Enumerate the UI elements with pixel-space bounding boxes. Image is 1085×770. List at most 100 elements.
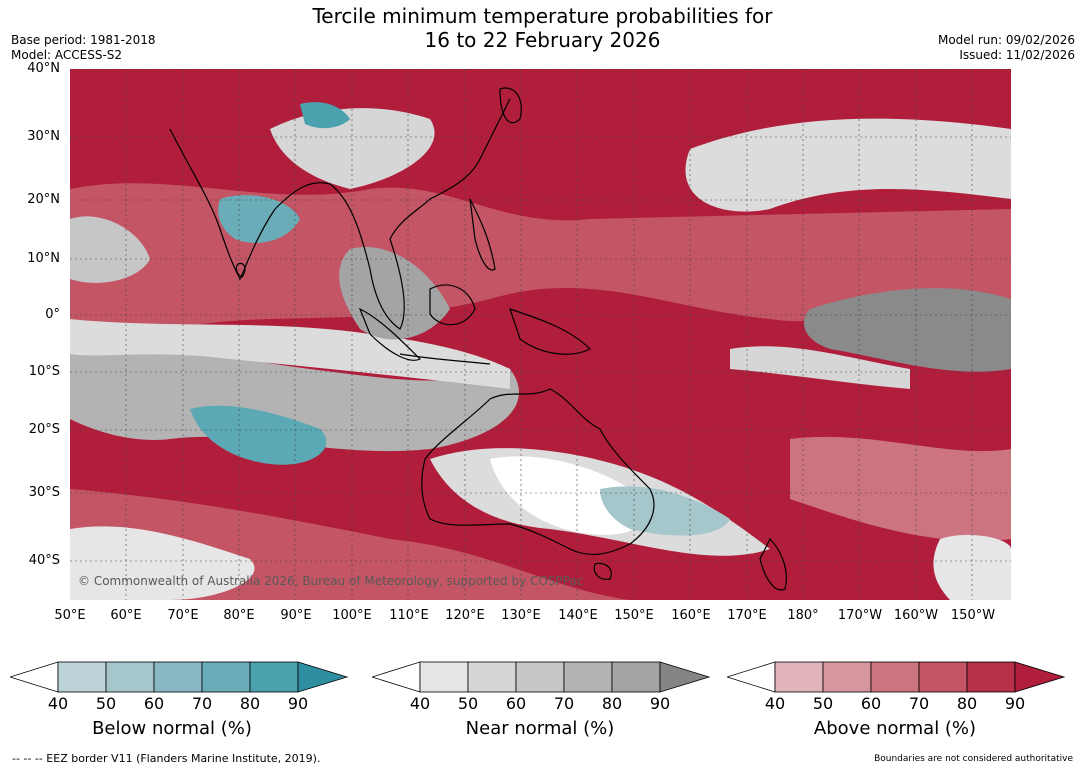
near-equatorial-pacific — [804, 288, 1011, 372]
coast-japan — [499, 87, 522, 124]
lat-label-40n: 40°N — [27, 61, 60, 76]
cb-below-seg-1 — [57, 661, 107, 693]
colorbar-title-above: Above normal (%) — [813, 718, 977, 739]
cb-near-seg-5 — [611, 661, 661, 693]
cb-near-tick-80: 80 — [601, 694, 623, 713]
cb-above-seg-4 — [918, 661, 968, 693]
cb-above-tick-70: 70 — [908, 694, 930, 713]
lon-label-120e: 120°E — [445, 608, 485, 623]
above-mid-east — [790, 436, 1011, 541]
cb-above-tick-50: 50 — [812, 694, 834, 713]
cb-near-tick-50: 50 — [457, 694, 479, 713]
lon-label-140e: 140°E — [558, 608, 598, 623]
cb-near-tick-60: 60 — [505, 694, 527, 713]
lon-label-160e: 160°E — [671, 608, 711, 623]
cb-below-tick-60: 60 — [143, 694, 165, 713]
lat-label-20n: 20°N — [27, 192, 60, 207]
colorbar-title-below: Below normal (%) — [92, 718, 252, 739]
lat-label-10n: 10°N — [27, 251, 60, 266]
above-mid-area — [70, 183, 1011, 329]
lon-label-170w: 170°W — [837, 608, 883, 623]
cb-above-seg-3 — [870, 661, 920, 693]
near-indian-band — [70, 346, 519, 452]
lat-label-40s: 40°S — [28, 553, 60, 568]
title-line-2: 16 to 22 February 2026 — [424, 28, 661, 52]
cb-below-tick-40: 40 — [47, 694, 69, 713]
base-period: Base period: 1981-2018 — [11, 33, 156, 47]
below-india-patch — [218, 195, 300, 243]
cb-near-left-arrow — [372, 661, 421, 693]
cb-near-tick-90: 90 — [649, 694, 671, 713]
near-southwest — [70, 526, 255, 600]
near-pacific-band — [730, 346, 910, 389]
graticule — [70, 69, 1011, 600]
near-north-pacific — [685, 118, 1011, 212]
cb-above-seg-1 — [774, 661, 824, 693]
cb-below-tick-80: 80 — [239, 694, 261, 713]
below-australia-patch — [600, 486, 730, 536]
cb-near-seg-2 — [467, 661, 517, 693]
cb-above-seg-2 — [822, 661, 872, 693]
lon-label-100e: 100°E — [332, 608, 372, 623]
meta-right: Model run: 09/02/2026 Issued: 11/02/2026 — [938, 33, 1075, 63]
lon-label-60e: 60°E — [110, 608, 142, 623]
cb-below-seg-4 — [201, 661, 251, 693]
cb-near-tick-70: 70 — [553, 694, 575, 713]
near-indian-light — [70, 319, 510, 389]
coast-sri-lanka — [235, 262, 246, 278]
cb-below-tick-50: 50 — [95, 694, 117, 713]
lon-label-160w: 160°W — [893, 608, 939, 623]
lon-label-180: 180° — [787, 608, 819, 623]
chart-title: Tercile minimum temperature probabilitie… — [0, 4, 1085, 52]
coast-australia — [421, 388, 655, 555]
cb-below-seg-3 — [153, 661, 203, 693]
copyright-notice: © Commonwealth of Australia 2026, Bureau… — [78, 574, 584, 588]
coast-java — [399, 353, 491, 365]
coast-borneo — [429, 284, 476, 326]
coast-new-guinea — [509, 308, 592, 355]
cb-near-seg-3 — [515, 661, 565, 693]
lon-label-50e: 50°E — [54, 608, 86, 623]
coast-southeast-asia — [329, 98, 511, 330]
colorbar-above-normal — [727, 661, 1066, 693]
cb-below-seg-2 — [105, 661, 155, 693]
probability-map[interactable] — [70, 69, 1011, 600]
cb-above-right-arrow — [1014, 661, 1066, 693]
coast-india — [169, 128, 331, 281]
cb-below-left-arrow — [10, 661, 59, 693]
meta-left: Base period: 1981-2018 Model: ACCESS-S2 — [11, 33, 156, 63]
cb-above-tick-40: 40 — [764, 694, 786, 713]
coast-sumatra — [358, 307, 422, 361]
cb-below-tick-70: 70 — [191, 694, 213, 713]
issued-date: Issued: 11/02/2026 — [959, 48, 1075, 62]
cb-near-right-arrow — [659, 661, 711, 693]
colorbar-title-near: Near normal (%) — [465, 718, 615, 739]
cb-near-tick-40: 40 — [409, 694, 431, 713]
colorbar-near-normal — [372, 661, 711, 693]
lat-label-20s: 20°S — [28, 422, 60, 437]
cb-near-seg-1 — [419, 661, 469, 693]
coast-philippines — [469, 198, 496, 271]
lon-label-170e: 170°E — [727, 608, 767, 623]
lon-label-150w: 150°W — [950, 608, 996, 623]
lat-label-30n: 30°N — [27, 129, 60, 144]
eez-border-note: -- -- -- EEZ border V11 (Flanders Marine… — [12, 752, 321, 765]
near-maritime — [339, 247, 450, 340]
coast-new-zealand — [759, 537, 787, 591]
lon-label-110e: 110°E — [389, 608, 429, 623]
lat-label-0: 0° — [45, 307, 60, 322]
cb-below-seg-5 — [249, 661, 299, 693]
lon-label-150e: 150°E — [614, 608, 654, 623]
near-east — [933, 534, 1011, 600]
coastlines — [169, 87, 787, 591]
cb-above-left-arrow — [727, 661, 776, 693]
lon-label-80e: 80°E — [223, 608, 255, 623]
near-australia-white — [490, 456, 645, 535]
model-run: Model run: 09/02/2026 — [937, 33, 1075, 47]
coast-tasmania — [593, 562, 612, 580]
cb-above-tick-90: 90 — [1004, 694, 1026, 713]
below-himalaya-patch — [300, 102, 350, 129]
cb-above-tick-60: 60 — [860, 694, 882, 713]
cb-above-seg-5 — [966, 661, 1016, 693]
title-line-1: Tercile minimum temperature probabilitie… — [312, 4, 773, 28]
